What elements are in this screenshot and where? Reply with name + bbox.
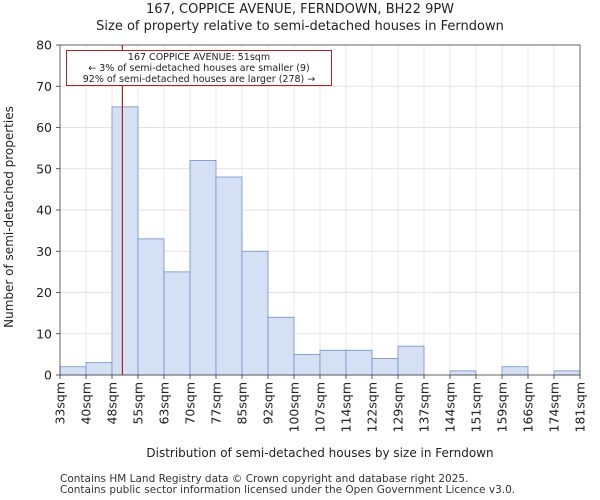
x-tick-label: 137sqm bbox=[417, 382, 432, 432]
x-tick-label: 174sqm bbox=[547, 382, 562, 432]
x-tick-label: 144sqm bbox=[443, 382, 458, 432]
x-tick-label: 55sqm bbox=[131, 382, 146, 425]
y-tick-label: 80 bbox=[36, 38, 52, 53]
x-tick-label: 40sqm bbox=[79, 382, 94, 425]
x-tick-label: 159sqm bbox=[495, 382, 510, 432]
x-tick-label: 70sqm bbox=[183, 382, 198, 425]
histogram-bar bbox=[345, 349, 373, 376]
x-tick-label: 77sqm bbox=[209, 382, 224, 425]
annotation-line-3: 92% of semi-detached houses are larger (… bbox=[82, 74, 316, 85]
histogram-bar bbox=[241, 250, 269, 376]
y-tick-label: 10 bbox=[36, 326, 52, 341]
histogram-bar bbox=[189, 160, 217, 376]
x-tick-label: 63sqm bbox=[157, 382, 172, 425]
annotation-box: 167 COPPICE AVENUE: 51sqm ← 3% of semi-d… bbox=[66, 50, 332, 86]
chart-title: 167, COPPICE AVENUE, FERNDOWN, BH22 9PW bbox=[145, 2, 455, 17]
x-tick-label: 33sqm bbox=[53, 382, 68, 425]
y-tick-label: 40 bbox=[36, 203, 52, 218]
x-tick-label: 48sqm bbox=[105, 382, 120, 425]
y-tick-label: 60 bbox=[36, 120, 52, 135]
footer-line-1: Contains HM Land Registry data © Crown c… bbox=[60, 473, 469, 485]
x-tick-label: 92sqm bbox=[261, 382, 276, 425]
histogram-bar bbox=[501, 366, 529, 376]
histogram-bar bbox=[111, 106, 139, 376]
histogram-bar bbox=[267, 316, 295, 376]
y-tick-label: 0 bbox=[44, 368, 52, 383]
x-axis-label: Distribution of semi-detached houses by … bbox=[146, 446, 493, 460]
histogram-bar bbox=[163, 271, 191, 376]
histogram-bar bbox=[319, 349, 347, 376]
histogram-bar bbox=[293, 353, 321, 376]
y-tick-label: 70 bbox=[36, 79, 52, 94]
histogram-bar bbox=[371, 358, 399, 376]
x-tick-label: 181sqm bbox=[573, 382, 588, 432]
y-axis-label: Number of semi-detached properties bbox=[2, 106, 16, 328]
histogram-bar bbox=[449, 370, 477, 376]
x-tick-label: 129sqm bbox=[391, 382, 406, 432]
histogram-bar bbox=[59, 366, 87, 376]
y-tick-label: 50 bbox=[36, 161, 52, 176]
chart-subtitle: Size of property relative to semi-detach… bbox=[96, 19, 504, 34]
histogram-bar bbox=[553, 370, 581, 376]
bars bbox=[59, 106, 581, 376]
x-tick-label: 107sqm bbox=[313, 382, 328, 432]
histogram-bar bbox=[85, 362, 113, 376]
annotation-line-1: 167 COPPICE AVENUE: 51sqm bbox=[127, 52, 271, 63]
x-tick-label: 122sqm bbox=[365, 382, 380, 432]
y-tick-label: 20 bbox=[36, 285, 52, 300]
axes: 0 10 20 30 40 50 60 70 80 33sqm 40sqm 48sqm 55sqm 63s… bbox=[36, 38, 587, 433]
y-tick-label: 30 bbox=[36, 244, 52, 259]
x-tick-label: 114sqm bbox=[339, 382, 354, 432]
x-tick-label: 100sqm bbox=[287, 382, 302, 432]
annotation-line-2: ← 3% of semi-detached houses are smaller… bbox=[88, 63, 310, 74]
x-tick-label: 151sqm bbox=[469, 382, 484, 432]
histogram-bar bbox=[397, 345, 425, 376]
footer-line-2: Contains public sector information licen… bbox=[60, 484, 516, 496]
x-tick-label: 166sqm bbox=[521, 382, 536, 432]
histogram-bar bbox=[215, 176, 243, 376]
histogram-bar bbox=[137, 238, 165, 376]
x-tick-label: 85sqm bbox=[235, 382, 250, 425]
